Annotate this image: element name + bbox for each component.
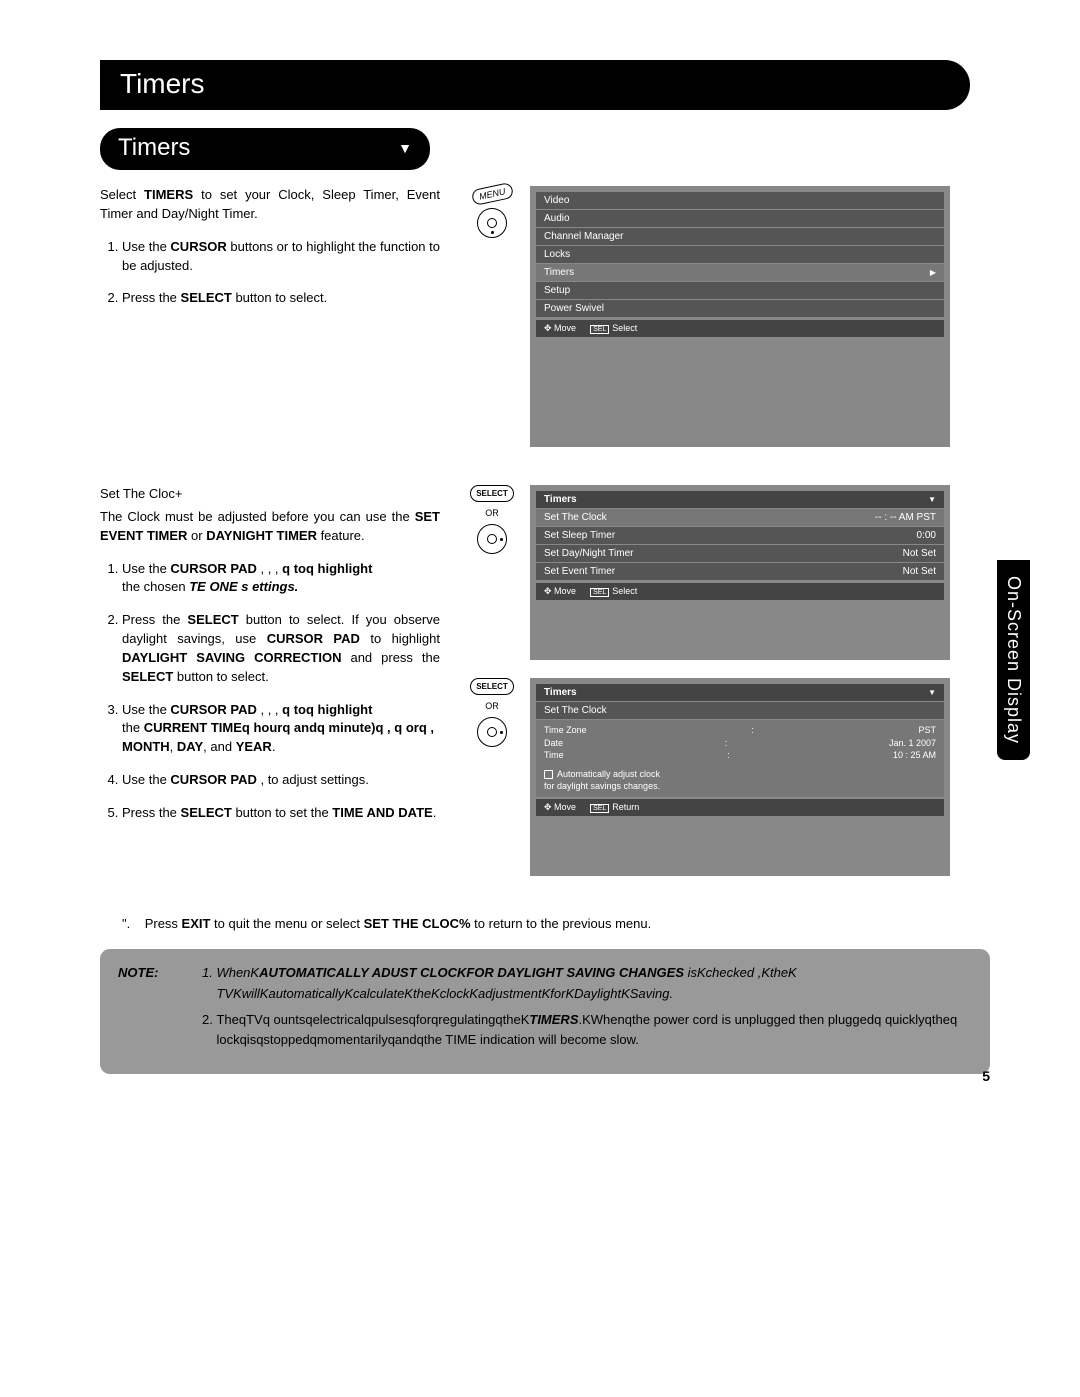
t: DAYNIGHT TIMER <box>206 528 317 543</box>
remote-hint: MENU <box>464 186 520 447</box>
note-box: NOTE: WhenKAUTOMATICALLY ADUST CLOCKFOR … <box>100 949 990 1074</box>
section-header-text: Timers <box>118 134 190 162</box>
step: Press the SELECT button to select. If yo… <box>122 611 440 686</box>
dpad-icon <box>477 524 507 554</box>
t: CURSOR <box>170 239 226 254</box>
osd-item: Power Swivel <box>536 300 944 318</box>
osd-footer: ✥ Move SELSelect <box>536 320 944 337</box>
page-number: 5 <box>982 1068 990 1084</box>
page-title-bar: Timers <box>100 60 970 110</box>
menu-button-icon: MENU <box>471 182 514 206</box>
t: The Clock must be adjusted before you ca… <box>100 509 415 524</box>
osd-item: Channel Manager <box>536 228 944 246</box>
osd-item: Video <box>536 192 944 210</box>
dpad-icon <box>477 717 507 747</box>
step: Use the CURSOR PAD , , , q toq highlight… <box>122 701 440 758</box>
osd-item: Set The Clock-- : -- AM PST <box>536 509 944 527</box>
osd-footer: ✥ Move SELReturn <box>536 799 944 816</box>
osd-screen: Video Audio Channel Manager Locks Timers… <box>530 186 950 447</box>
osd-screen: Timers▼ Set The Clock Time Zone:PST Date… <box>530 678 950 876</box>
note-item: WhenKAUTOMATICALLY ADUST CLOCKFOR DAYLIG… <box>216 963 972 1003</box>
t: Use the <box>122 239 170 254</box>
osd-item: Set Sleep Timer0:00 <box>536 527 944 545</box>
section-header: Timers ▼ <box>100 128 430 170</box>
osd-screen: Timers▼ Set The Clock-- : -- AM PST Set … <box>530 485 950 660</box>
select-button-icon: SELECT <box>470 678 514 695</box>
t: or <box>187 528 206 543</box>
t: Select <box>100 187 144 202</box>
t: SELECT <box>181 290 232 305</box>
chevron-down-icon: ▼ <box>398 140 412 156</box>
osd-item-selected: Timers▶ <box>536 264 944 282</box>
note-label: NOTE: <box>118 963 158 1056</box>
osd-item: Setup <box>536 282 944 300</box>
intro-text: Select TIMERS to set your Clock, Sleep T… <box>100 186 440 465</box>
step: Press the SELECT button to set the TIME … <box>122 804 440 823</box>
osd-header: Timers▼ <box>536 491 944 509</box>
step: Press the SELECT button to select. <box>122 289 440 308</box>
side-tab: On-Screen Display <box>997 560 1030 760</box>
t: feature. <box>317 528 365 543</box>
t: button to select. <box>232 290 327 305</box>
subhead: Set The Cloc+ <box>100 485 440 504</box>
setclock-text: Set The Cloc+ The Clock must be adjusted… <box>100 485 440 894</box>
osd-item: Set Day/Night TimerNot Set <box>536 545 944 563</box>
osd-item: Audio <box>536 210 944 228</box>
step: Use the CURSOR buttons or to highlight t… <box>122 238 440 276</box>
dpad-icon <box>477 208 507 238</box>
or-label: OR <box>485 508 499 518</box>
t: TIMERS <box>144 187 193 202</box>
osd-main-menu: MENU Video Audio Channel Manager Locks T… <box>464 186 954 447</box>
remote-hint: SELECT OR <box>464 678 520 876</box>
osd-set-clock: SELECT OR Timers▼ Set The Clock Time Zon… <box>464 678 954 876</box>
remote-hint: SELECT OR <box>464 485 520 660</box>
osd-item: Set Event TimerNot Set <box>536 563 944 581</box>
t: Press the <box>122 290 181 305</box>
osd-footer: ✥ Move SELSelect <box>536 583 944 600</box>
step: Use the CURSOR PAD , to adjust settings. <box>122 771 440 790</box>
osd-item: Locks <box>536 246 944 264</box>
osd-header: Timers▼ <box>536 684 944 702</box>
or-label: OR <box>485 701 499 711</box>
step-exit: ". Press EXIT to quit the menu or select… <box>100 914 990 934</box>
step: Use the CURSOR PAD , , , q toq highlight… <box>122 560 440 598</box>
osd-panel: Time Zone:PST Date:Jan. 1 2007 Time:10 :… <box>536 720 944 797</box>
note-item: TheqTVq ountsqelectricalqpulsesqforqregu… <box>216 1010 972 1050</box>
osd-subheader: Set The Clock <box>536 702 944 720</box>
osd-timers-menu: SELECT OR Timers▼ Set The Clock-- : -- A… <box>464 485 954 660</box>
select-button-icon: SELECT <box>470 485 514 502</box>
auto-adjust-text: Automatically adjust clock for daylight … <box>544 769 660 792</box>
